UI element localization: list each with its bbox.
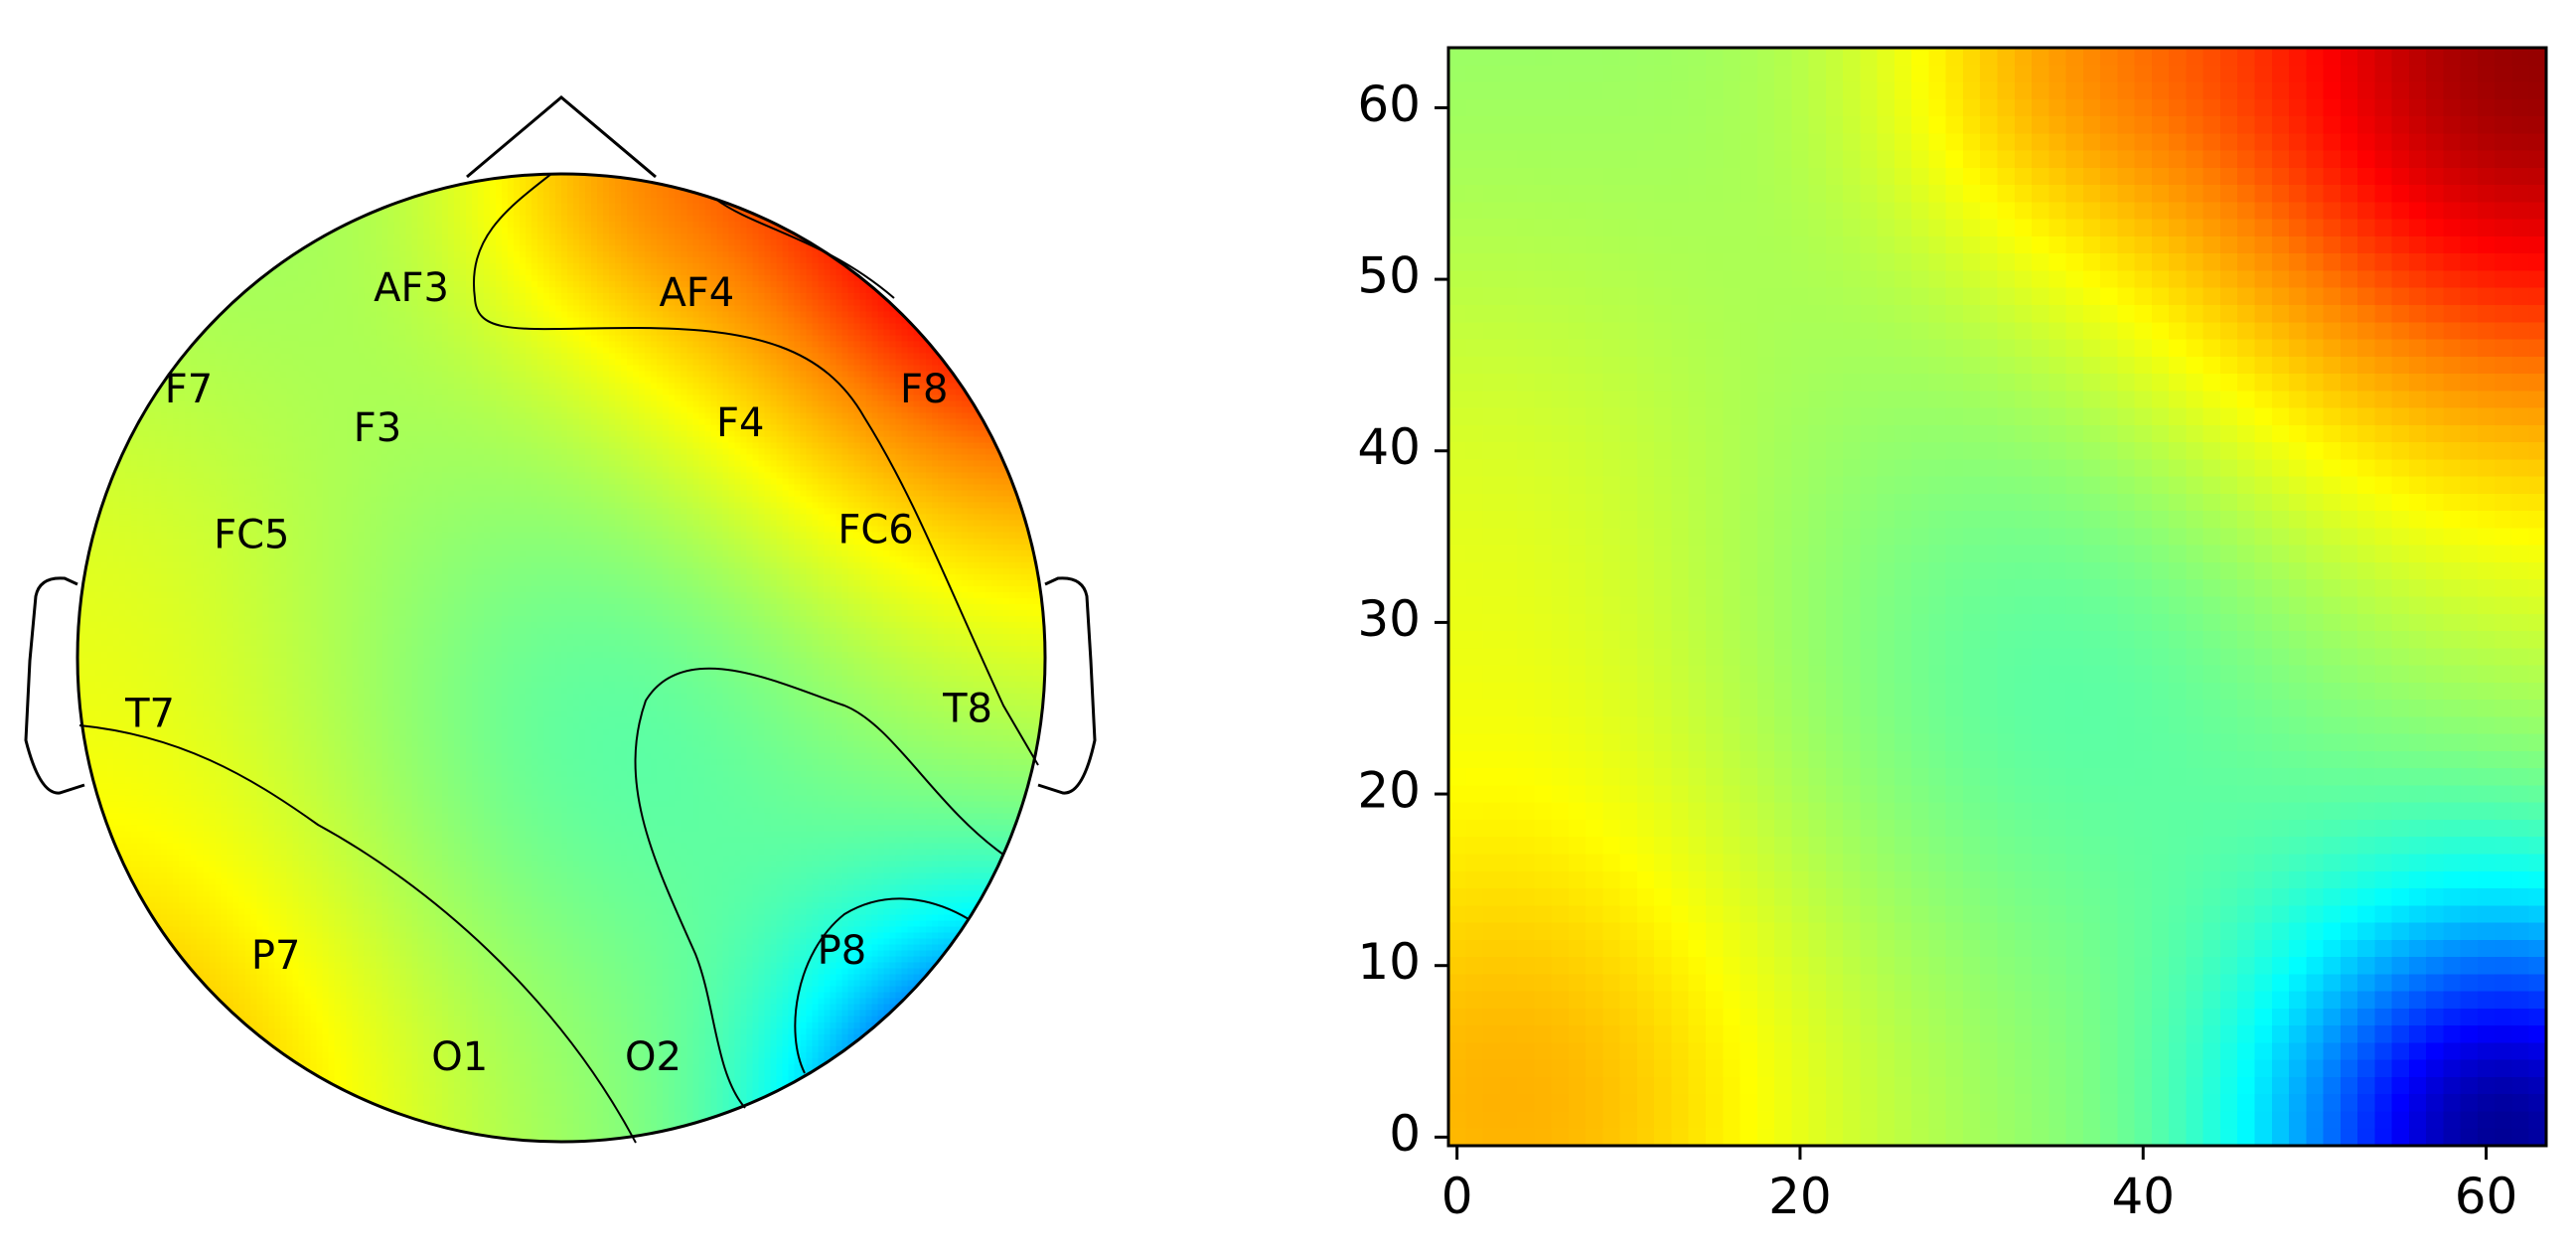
- electrode-label-fc6: FC6: [837, 507, 913, 552]
- contour-top-right: [714, 198, 895, 299]
- y-tick-label: 20: [1357, 762, 1421, 820]
- topomap-contours: [78, 173, 1039, 1144]
- electrode-label-p8: P8: [818, 928, 867, 974]
- electrode-label-o1: O1: [431, 1034, 488, 1080]
- topomap-surface: [77, 174, 1045, 1142]
- heatmap-grid: 0 20 40 60 0 10 20 30 40 50 60: [1357, 46, 2548, 1225]
- y-axis: 0 10 20 30 40 50 60: [1357, 76, 1448, 1163]
- y-tick-label: 50: [1357, 247, 1421, 305]
- electrode-labels: AF3 AF4 F7 F3 F4 F8 FC5 FC6 T7 T8 P7 P8 O1 O2: [124, 265, 992, 1080]
- electrode-label-f8: F8: [900, 367, 948, 412]
- electrode-label-t7: T7: [124, 691, 175, 736]
- right-ear-outline: [1037, 576, 1097, 795]
- contour-right-lobe: [634, 667, 1004, 1109]
- y-tick-label: 0: [1389, 1105, 1421, 1163]
- electrode-label-o2: O2: [625, 1034, 682, 1080]
- y-tick-label: 10: [1357, 933, 1421, 991]
- x-axis: 0 20 40 60: [1441, 1146, 2518, 1225]
- y-tick-label: 60: [1357, 76, 1421, 133]
- x-tick-label: 0: [1441, 1168, 1473, 1225]
- eeg-topomap: AF3 AF4 F7 F3 F4 F8 FC5 FC6 T7 T8 P7 P8 O1 O2: [24, 95, 1097, 1144]
- left-ear-outline: [24, 576, 85, 795]
- x-tick-label: 60: [2455, 1168, 2518, 1225]
- contour-top: [472, 173, 1039, 766]
- electrode-label-t8: T8: [942, 687, 992, 732]
- x-tick-label: 40: [2111, 1168, 2175, 1225]
- heatmap-frame: [1446, 46, 2548, 1148]
- electrode-label-f4: F4: [716, 400, 764, 446]
- x-tick-label: 20: [1768, 1168, 1832, 1225]
- heatmap-image: [1448, 48, 2546, 1146]
- contour-lower-left: [78, 724, 637, 1144]
- electrode-label-fc5: FC5: [214, 512, 289, 557]
- head-outline: [76, 172, 1047, 1144]
- y-tick-label: 30: [1357, 590, 1421, 648]
- electrode-label-p7: P7: [251, 933, 301, 979]
- electrode-label-f7: F7: [165, 367, 213, 412]
- electrode-label-f3: F3: [354, 405, 401, 451]
- contour-blue-core: [794, 897, 970, 1074]
- y-tick-label: 40: [1357, 418, 1421, 476]
- nose-outline: [466, 95, 657, 179]
- electrode-label-af4: AF4: [659, 270, 734, 316]
- electrode-label-af3: AF3: [374, 265, 449, 311]
